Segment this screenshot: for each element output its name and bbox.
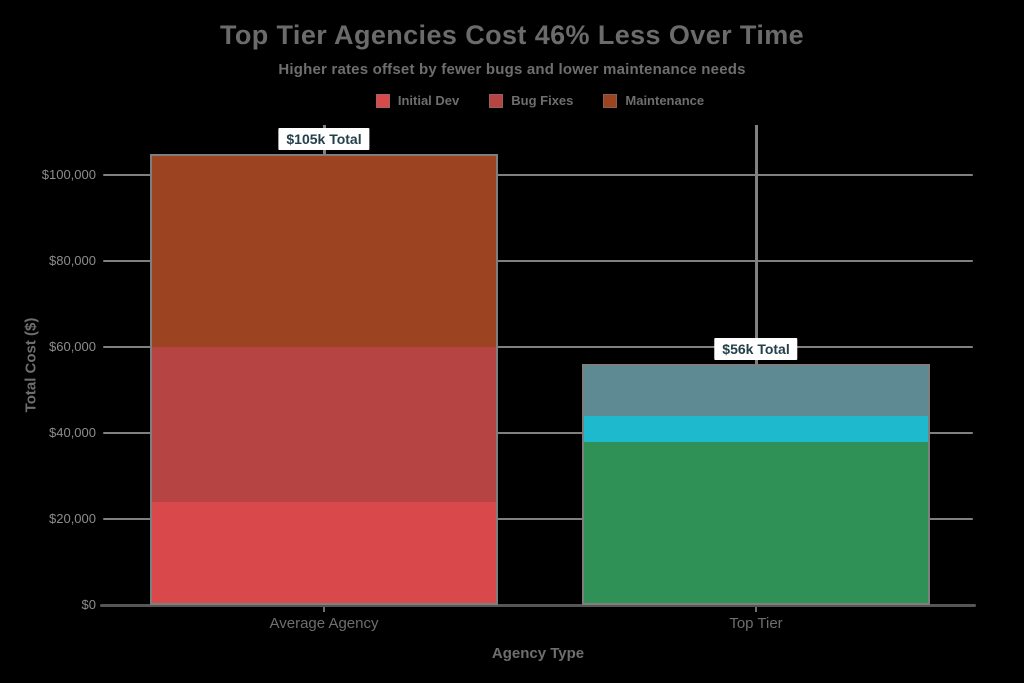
legend: Initial Dev Bug Fixes Maintenance	[0, 93, 1024, 108]
bar-segment-average-agency-bug-fixes	[150, 347, 498, 502]
bar-center-line-top-tier	[754, 125, 758, 365]
x-axis-line	[100, 604, 976, 607]
bar-segment-top-tier-bug-fixes	[582, 415, 930, 442]
legend-label: Bug Fixes	[511, 93, 574, 108]
gridline-60000	[103, 346, 973, 348]
legend-label: Maintenance	[625, 93, 705, 108]
chart-subtitle: Higher rates offset by fewer bugs and lo…	[278, 61, 746, 78]
gridline-20000	[103, 518, 973, 520]
y-tick-label: $100,000	[41, 167, 96, 182]
bar-segment-average-agency-maintenance	[150, 153, 498, 347]
legend-label: Initial Dev	[397, 93, 460, 108]
legend-swatch-icon	[603, 93, 618, 108]
y-tick-label: $60,000	[49, 339, 96, 354]
bar-segment-top-tier-initial-dev	[582, 441, 930, 605]
gridline-40000	[103, 432, 973, 434]
bar-average-agency	[150, 153, 498, 605]
x-tick-label-top-tier: Top Tier	[729, 615, 783, 632]
y-axis-title: Total Cost ($)	[22, 317, 40, 413]
gridline-100000	[103, 174, 973, 176]
bar-segment-average-agency-initial-dev	[150, 501, 498, 605]
y-tick-label: $40,000	[49, 425, 96, 440]
bar-segment-top-tier-maintenance	[582, 364, 930, 416]
y-tick-label: $20,000	[49, 511, 96, 526]
y-tick-label: $0	[81, 597, 96, 612]
legend-item-bug-fixes: Bug Fixes	[489, 93, 573, 108]
total-annotation-average-agency: $105k Total	[278, 127, 370, 150]
legend-item-maintenance: Maintenance	[603, 93, 704, 108]
x-tick-mark-top-tier	[755, 607, 757, 612]
bar-outline	[582, 364, 930, 605]
total-annotation-top-tier: $56k Total	[714, 338, 798, 361]
legend-swatch-icon	[489, 93, 504, 108]
legend-item-initial-dev: Initial Dev	[375, 93, 460, 108]
bar-outline	[150, 153, 498, 605]
chart-title: Top Tier Agencies Cost 46% Less Over Tim…	[219, 20, 805, 50]
x-axis-title: Agency Type	[491, 645, 585, 662]
legend-swatch-icon	[375, 93, 390, 108]
x-tick-mark-average-agency	[323, 607, 325, 612]
x-tick-label-average-agency: Average Agency	[269, 615, 379, 632]
y-tick-label: $80,000	[49, 253, 96, 268]
bar-top-tier	[582, 364, 930, 605]
gridline-80000	[103, 260, 973, 262]
